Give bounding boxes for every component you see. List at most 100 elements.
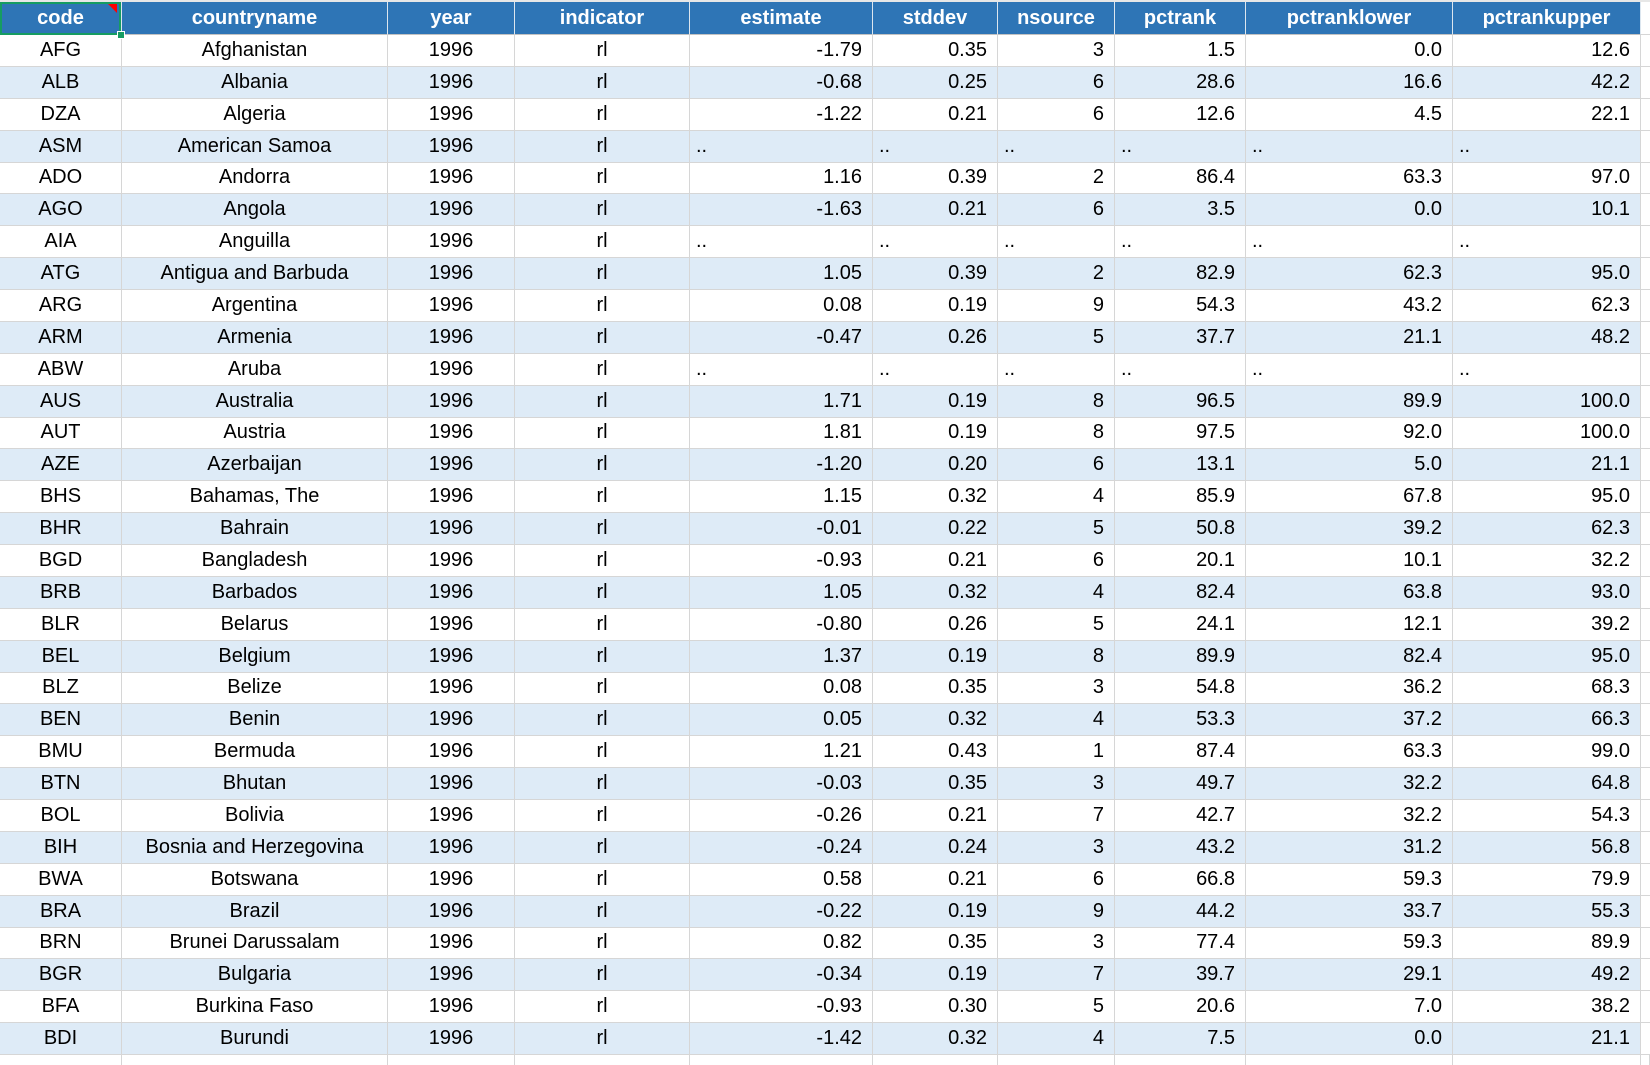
cell-year[interactable]: 1996 xyxy=(388,513,515,545)
cell-pctrank[interactable]: 86.4 xyxy=(1115,162,1246,195)
cell-countryname[interactable]: Bosnia and Herzegovina xyxy=(122,831,388,864)
cell-indicator[interactable]: rl xyxy=(515,608,690,641)
cell-year[interactable]: 1996 xyxy=(388,895,515,928)
cell-code[interactable]: BRB xyxy=(0,576,122,609)
cell-stddev[interactable]: 0.35 xyxy=(873,927,998,960)
cell-countryname[interactable]: Bolivia xyxy=(122,800,388,832)
cell-indicator[interactable]: rl xyxy=(515,321,690,354)
cell-pctrankupper[interactable]: 48.2 xyxy=(1453,321,1641,354)
cell-pctranklower[interactable]: .. xyxy=(1246,353,1453,386)
cell-nsource[interactable]: 4 xyxy=(998,704,1115,737)
empty-cell[interactable] xyxy=(1641,800,1650,832)
cell-pctrank[interactable]: 13.1 xyxy=(1115,449,1246,482)
cell-code[interactable]: ATG xyxy=(0,258,122,290)
cell-nsource[interactable]: .. xyxy=(998,130,1115,163)
cell-year[interactable]: 1996 xyxy=(388,321,515,354)
cell-indicator[interactable]: rl xyxy=(515,800,690,832)
cell-countryname[interactable]: Bangladesh xyxy=(122,545,388,577)
column-header-indicator[interactable]: indicator xyxy=(515,2,690,35)
empty-cell[interactable] xyxy=(1641,704,1650,737)
cell-indicator[interactable]: rl xyxy=(515,704,690,737)
cell-nsource[interactable]: 8 xyxy=(998,417,1115,450)
cell-pctranklower[interactable]: 59.3 xyxy=(1246,863,1453,896)
empty-cell[interactable] xyxy=(1641,959,1650,992)
column-header-estimate[interactable]: estimate xyxy=(690,2,873,35)
cell-pctrank[interactable]: 97.5 xyxy=(1115,417,1246,450)
cell-countryname[interactable]: Antigua and Barbuda xyxy=(122,258,388,290)
cell-nsource[interactable]: 6 xyxy=(998,863,1115,896)
cell-pctranklower[interactable]: 33.7 xyxy=(1246,895,1453,928)
cell-pctranklower[interactable]: 16.6 xyxy=(1246,66,1453,99)
cell-countryname[interactable]: Burundi xyxy=(122,1023,388,1055)
cell-code[interactable]: BRN xyxy=(0,927,122,960)
column-header-year[interactable]: year xyxy=(388,2,515,35)
cell-code[interactable]: AIA xyxy=(0,226,122,259)
cell-nsource[interactable]: 5 xyxy=(998,608,1115,641)
empty-cell[interactable] xyxy=(1641,35,1650,67)
cell-countryname[interactable]: Austria xyxy=(122,417,388,450)
cell-pctranklower[interactable]: 0.0 xyxy=(1246,35,1453,67)
cell-stddev[interactable]: 0.39 xyxy=(873,162,998,195)
cell-pctrankupper[interactable]: 54.3 xyxy=(1453,800,1641,832)
cell-code[interactable]: BGD xyxy=(0,545,122,577)
cell-estimate[interactable]: -0.93 xyxy=(690,545,873,577)
empty-cell[interactable] xyxy=(1641,640,1650,673)
cell-indicator[interactable]: rl xyxy=(515,35,690,67)
cell-pctrankupper[interactable]: 22.1 xyxy=(1453,98,1641,131)
cell-stddev[interactable]: 0.39 xyxy=(873,258,998,290)
cell-nsource[interactable]: 6 xyxy=(998,98,1115,131)
cell-indicator[interactable]: rl xyxy=(515,640,690,673)
cell-estimate[interactable]: 1.81 xyxy=(690,417,873,450)
cell-estimate[interactable]: 0.05 xyxy=(690,704,873,737)
empty-cell[interactable] xyxy=(1641,98,1650,131)
cell-indicator[interactable]: rl xyxy=(515,768,690,800)
cell-indicator[interactable]: rl xyxy=(515,959,690,992)
cell-indicator[interactable]: rl xyxy=(515,449,690,482)
empty-cell[interactable] xyxy=(1641,66,1650,99)
cell-estimate[interactable]: -0.80 xyxy=(690,608,873,641)
cell-year[interactable]: 1996 xyxy=(388,927,515,960)
cell-year[interactable]: 1996 xyxy=(388,991,515,1024)
cell-pctrank[interactable]: 39.7 xyxy=(1115,959,1246,992)
cell-countryname[interactable]: Bhutan xyxy=(122,768,388,800)
cell-pctranklower[interactable]: 0.0 xyxy=(1246,1023,1453,1055)
cell-stddev[interactable]: 0.19 xyxy=(873,417,998,450)
cell-estimate[interactable]: -0.01 xyxy=(690,513,873,545)
cell-code[interactable]: BHS xyxy=(0,481,122,514)
cell-year[interactable]: 1996 xyxy=(388,640,515,673)
cell-code[interactable]: ARG xyxy=(0,290,122,322)
cell-estimate[interactable]: -1.63 xyxy=(690,194,873,227)
cell-pctrank[interactable]: 7.5 xyxy=(1115,1023,1246,1055)
cell-stddev[interactable]: 0.35 xyxy=(873,672,998,705)
cell-code[interactable]: AUT xyxy=(0,417,122,450)
empty-cell[interactable] xyxy=(122,1055,388,1065)
cell-estimate[interactable]: -0.26 xyxy=(690,800,873,832)
cell-indicator[interactable]: rl xyxy=(515,895,690,928)
cell-nsource[interactable]: 3 xyxy=(998,927,1115,960)
cell-estimate[interactable]: -1.20 xyxy=(690,449,873,482)
cell-countryname[interactable]: Barbados xyxy=(122,576,388,609)
cell-code[interactable]: BHR xyxy=(0,513,122,545)
empty-cell[interactable] xyxy=(1641,162,1650,195)
cell-pctrankupper[interactable]: 42.2 xyxy=(1453,66,1641,99)
cell-pctranklower[interactable]: 0.0 xyxy=(1246,194,1453,227)
cell-stddev[interactable]: .. xyxy=(873,130,998,163)
cell-pctrankupper[interactable]: 64.8 xyxy=(1453,768,1641,800)
cell-estimate[interactable]: 1.15 xyxy=(690,481,873,514)
cell-countryname[interactable]: Bahrain xyxy=(122,513,388,545)
cell-estimate[interactable]: -0.68 xyxy=(690,66,873,99)
cell-year[interactable]: 1996 xyxy=(388,35,515,67)
cell-code[interactable]: ADO xyxy=(0,162,122,195)
cell-year[interactable]: 1996 xyxy=(388,162,515,195)
cell-countryname[interactable]: Brunei Darussalam xyxy=(122,927,388,960)
cell-year[interactable]: 1996 xyxy=(388,258,515,290)
cell-pctrank[interactable]: 37.7 xyxy=(1115,321,1246,354)
cell-indicator[interactable]: rl xyxy=(515,576,690,609)
cell-year[interactable]: 1996 xyxy=(388,831,515,864)
cell-pctranklower[interactable]: 31.2 xyxy=(1246,831,1453,864)
cell-stddev[interactable]: 0.32 xyxy=(873,481,998,514)
cell-stddev[interactable]: 0.26 xyxy=(873,321,998,354)
cell-pctrankupper[interactable]: 21.1 xyxy=(1453,1023,1641,1055)
cell-nsource[interactable]: 7 xyxy=(998,959,1115,992)
cell-countryname[interactable]: Albania xyxy=(122,66,388,99)
